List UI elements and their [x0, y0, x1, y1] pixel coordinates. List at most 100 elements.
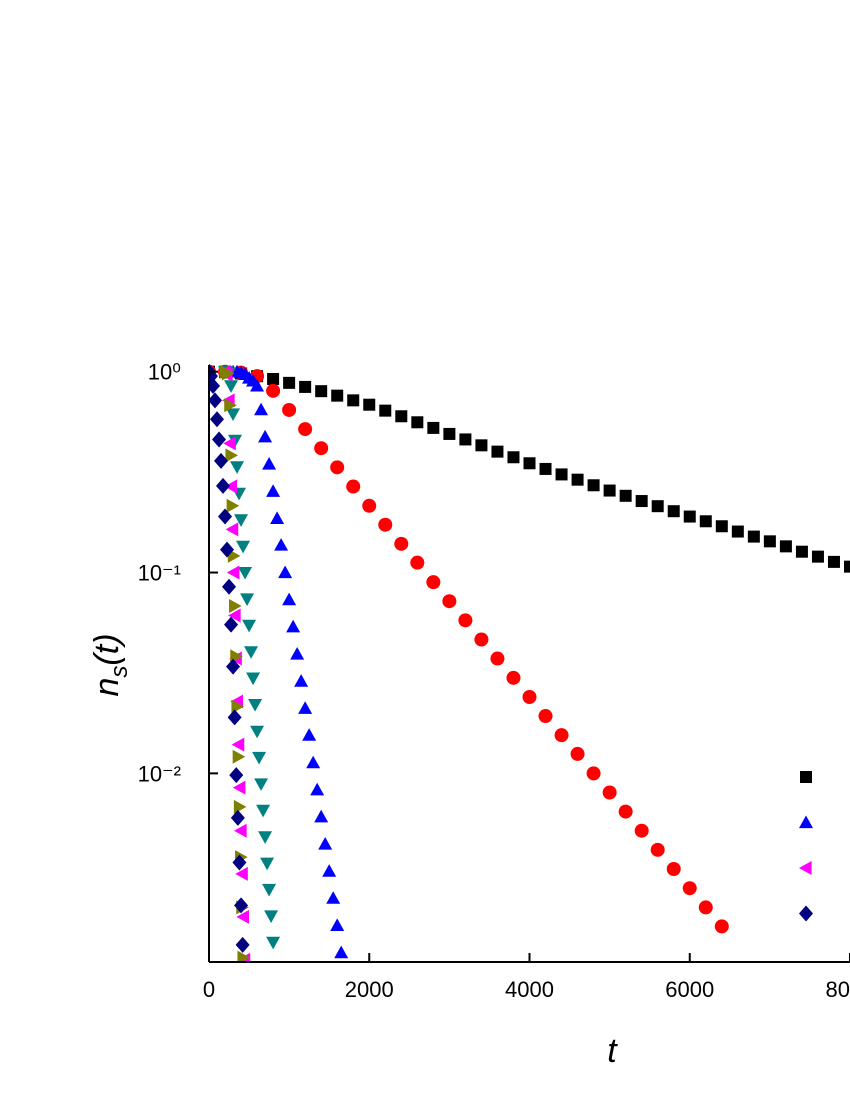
data-point: [699, 515, 712, 528]
data-point: [602, 785, 617, 800]
data-point: [234, 823, 247, 838]
data-point: [229, 599, 242, 614]
data-point: [326, 891, 341, 904]
data-point: [619, 489, 632, 502]
data-point: [586, 766, 601, 781]
series: [218, 364, 251, 962]
data-point: [427, 421, 440, 434]
y-tick-label: 10⁰: [148, 360, 181, 385]
data-point: [232, 780, 246, 795]
data-point: [394, 536, 409, 551]
data-point: [459, 433, 472, 446]
data-point: [256, 804, 271, 818]
data-point: [298, 422, 313, 437]
data-point: [234, 897, 249, 914]
y-tick-label: 10⁻¹: [138, 561, 181, 586]
data-point: [475, 439, 488, 452]
data-point: [252, 751, 267, 765]
data-point: [248, 698, 263, 712]
data-point: [214, 452, 229, 469]
data-point: [507, 451, 520, 464]
data-point: [223, 436, 236, 451]
y-label-sub: s: [106, 666, 133, 678]
data-point: [491, 445, 504, 458]
data-point: [571, 473, 584, 486]
data-point: [827, 555, 840, 568]
legend-marker: [800, 771, 812, 783]
data-point: [522, 690, 537, 705]
data-point: [651, 500, 664, 513]
x-axis-label: t: [607, 1032, 618, 1070]
series: [209, 364, 729, 934]
data-point: [246, 672, 261, 686]
data-point: [410, 555, 425, 570]
data-point: [232, 854, 247, 871]
data-point: [236, 540, 251, 554]
data-point: [346, 479, 361, 494]
x-tick-label: 4000: [505, 977, 554, 1002]
data-point: [231, 737, 245, 752]
data-point: [282, 592, 297, 606]
data-point: [306, 755, 321, 769]
series: [209, 363, 250, 953]
data-point: [224, 616, 239, 633]
data-point: [260, 857, 275, 871]
data-point: [314, 809, 329, 823]
data-point: [234, 514, 249, 527]
data-point: [262, 457, 277, 470]
data-point: [443, 427, 456, 440]
y-label-base: n: [88, 678, 126, 697]
data-point: [844, 560, 850, 573]
data-point: [426, 575, 441, 590]
data-point: [254, 402, 269, 416]
data-point: [635, 495, 648, 508]
data-point: [250, 725, 265, 739]
data-point: [226, 408, 241, 421]
data-point: [490, 651, 505, 666]
data-point: [224, 479, 238, 494]
data-point: [258, 831, 273, 844]
data-point: [314, 441, 329, 456]
data-point: [228, 608, 241, 623]
data-point: [715, 520, 728, 533]
data-point: [235, 936, 250, 953]
data-point: [299, 380, 312, 393]
data-point: [618, 804, 633, 819]
data-point: [230, 461, 245, 474]
data-point: [331, 389, 344, 402]
legend-marker: [799, 815, 813, 829]
x-tick-label: 8000: [826, 977, 850, 1002]
data-point: [442, 594, 457, 609]
legend-marker: [799, 861, 812, 875]
data-point: [298, 701, 313, 714]
data-point: [226, 658, 241, 675]
data-point: [322, 864, 337, 877]
data-point: [362, 498, 377, 513]
data-point: [225, 522, 239, 537]
legend-marker: [799, 905, 813, 922]
data-point: [811, 550, 824, 563]
data-point: [683, 510, 696, 523]
data-point: [395, 410, 408, 423]
x-tick-label: 2000: [345, 977, 394, 1002]
data-point: [667, 505, 680, 518]
data-point: [236, 909, 250, 924]
data-point: [226, 565, 240, 580]
data-point: [225, 448, 239, 463]
data-point: [250, 378, 265, 392]
data-point: [330, 918, 345, 931]
data-point: [267, 372, 280, 385]
data-point: [224, 398, 237, 413]
data-point: [294, 674, 309, 687]
data-point: [506, 670, 521, 685]
data-point: [315, 385, 328, 398]
data-point: [235, 866, 248, 881]
data-point: [650, 842, 665, 857]
data-point: [244, 646, 259, 659]
data-point: [603, 484, 616, 497]
data-point: [230, 809, 245, 826]
series: [209, 365, 850, 573]
data-point: [523, 457, 536, 470]
data-point: [224, 380, 239, 393]
